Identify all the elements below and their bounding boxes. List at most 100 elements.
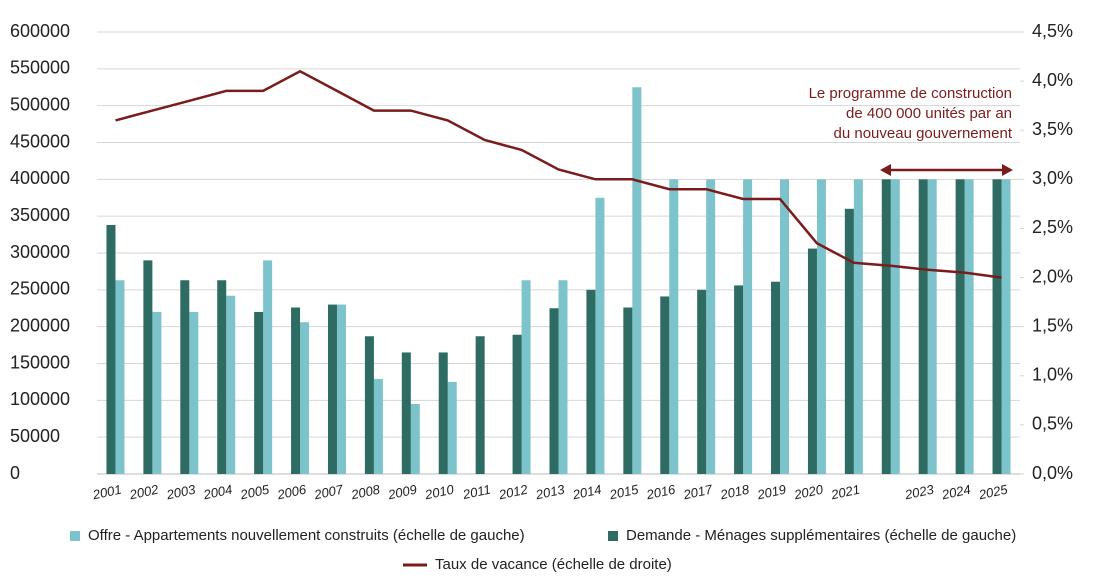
y2-tick-label: 3,5% xyxy=(1032,119,1073,139)
x-tick-label: 2016 xyxy=(644,481,677,502)
bar xyxy=(300,322,310,474)
legend-label: Offre - Appartements nouvellement constr… xyxy=(88,527,525,544)
x-tick-label: 2005 xyxy=(238,481,271,502)
annotation: Le programme de construction xyxy=(809,85,1012,102)
bar xyxy=(373,378,383,474)
x-tick-label: 2009 xyxy=(386,482,418,503)
y-tick-label: 450000 xyxy=(10,131,70,151)
annotation: de 400 000 unités par an xyxy=(846,105,1012,122)
y-tick-label: 100000 xyxy=(10,389,70,409)
bar xyxy=(549,308,559,474)
x-tick-label: 2025 xyxy=(976,481,1009,502)
bar xyxy=(734,285,744,474)
x-tick-label: 2014 xyxy=(570,482,602,503)
bar xyxy=(881,179,891,475)
y-tick-label: 350000 xyxy=(10,205,70,225)
x-tick-label: 2003 xyxy=(164,481,197,502)
bar xyxy=(780,179,790,475)
y2-tick-label: 4,0% xyxy=(1032,70,1073,90)
annotation: du nouveau gouvernement xyxy=(834,125,1013,142)
y2-tick-label: 1,5% xyxy=(1032,315,1073,335)
x-tick-label: 2013 xyxy=(533,481,566,502)
bar xyxy=(955,179,965,475)
legend-swatch xyxy=(608,531,618,541)
legend-label: Taux de vacance (échelle de droite) xyxy=(435,556,672,573)
y-tick-label: 50000 xyxy=(10,426,60,446)
bar xyxy=(844,208,854,475)
bar xyxy=(632,87,642,474)
bar xyxy=(853,179,863,475)
bar xyxy=(669,179,679,475)
x-tick-label: 2019 xyxy=(755,482,787,503)
y-tick-label: 500000 xyxy=(10,94,70,114)
bar xyxy=(697,289,707,474)
bar xyxy=(189,311,199,474)
y2-tick-label: 3,0% xyxy=(1032,168,1073,188)
bar xyxy=(143,260,153,474)
bar xyxy=(254,311,264,474)
bar xyxy=(992,179,1002,475)
y-tick-label: 250000 xyxy=(10,279,70,299)
y2-tick-label: 1,0% xyxy=(1032,365,1073,385)
x-tick-label: 2023 xyxy=(903,481,936,502)
x-tick-label: 2006 xyxy=(275,481,308,502)
bar xyxy=(106,225,116,474)
x-tick-label: 2012 xyxy=(497,481,530,502)
y-tick-label: 550000 xyxy=(10,58,70,78)
bar xyxy=(180,280,190,474)
y2-tick-label: 0,5% xyxy=(1032,414,1073,434)
legend-label: Demande - Ménages supplémentaires (échel… xyxy=(626,527,1016,544)
x-tick-label: 2011 xyxy=(461,482,492,503)
bar xyxy=(438,352,448,474)
bar xyxy=(410,404,420,474)
y2-tick-label: 2,0% xyxy=(1032,266,1073,286)
bar xyxy=(623,307,633,474)
y2-tick-label: 4,5% xyxy=(1032,21,1073,41)
bar xyxy=(927,179,937,475)
x-tick-label: 2007 xyxy=(312,481,345,502)
x-tick-label: 2004 xyxy=(201,482,233,503)
x-tick-label: 2017 xyxy=(681,481,714,502)
bar xyxy=(890,179,900,475)
bar xyxy=(743,179,753,475)
x-tick-label: 2018 xyxy=(718,481,751,502)
x-tick-label: 2008 xyxy=(349,481,382,502)
y2-tick-label: 0,0% xyxy=(1032,463,1073,483)
bar xyxy=(706,179,716,475)
bar xyxy=(475,336,485,474)
bar xyxy=(401,352,411,474)
bar xyxy=(336,304,346,474)
bar xyxy=(217,280,227,474)
x-tick-label: 2021 xyxy=(829,482,861,503)
bar xyxy=(964,179,974,475)
bar xyxy=(364,336,374,474)
x-tick-label: 2024 xyxy=(940,482,972,503)
bar xyxy=(771,281,781,474)
bar xyxy=(291,307,301,474)
x-tick-label: 2001 xyxy=(90,482,122,503)
bar xyxy=(512,334,522,474)
legend-swatch xyxy=(70,531,80,541)
bar xyxy=(263,260,273,474)
bar xyxy=(226,295,236,474)
bar xyxy=(115,280,125,474)
arrow-head xyxy=(1002,164,1013,176)
bar xyxy=(558,280,568,474)
x-tick-label: 2020 xyxy=(792,481,825,502)
bar xyxy=(807,248,817,474)
bar xyxy=(327,304,337,474)
y-tick-label: 300000 xyxy=(10,242,70,262)
y2-tick-label: 2,5% xyxy=(1032,217,1073,237)
line-series xyxy=(115,69,1002,279)
y-tick-label: 200000 xyxy=(10,315,70,335)
arrow-head xyxy=(880,164,891,176)
bar xyxy=(1001,179,1011,475)
x-tick-label: 2015 xyxy=(607,481,640,502)
y-tick-label: 0 xyxy=(10,463,20,483)
bar xyxy=(595,197,605,474)
bar xyxy=(816,179,826,475)
bar xyxy=(660,296,670,474)
y-tick-label: 150000 xyxy=(10,352,70,372)
bar xyxy=(152,311,162,474)
